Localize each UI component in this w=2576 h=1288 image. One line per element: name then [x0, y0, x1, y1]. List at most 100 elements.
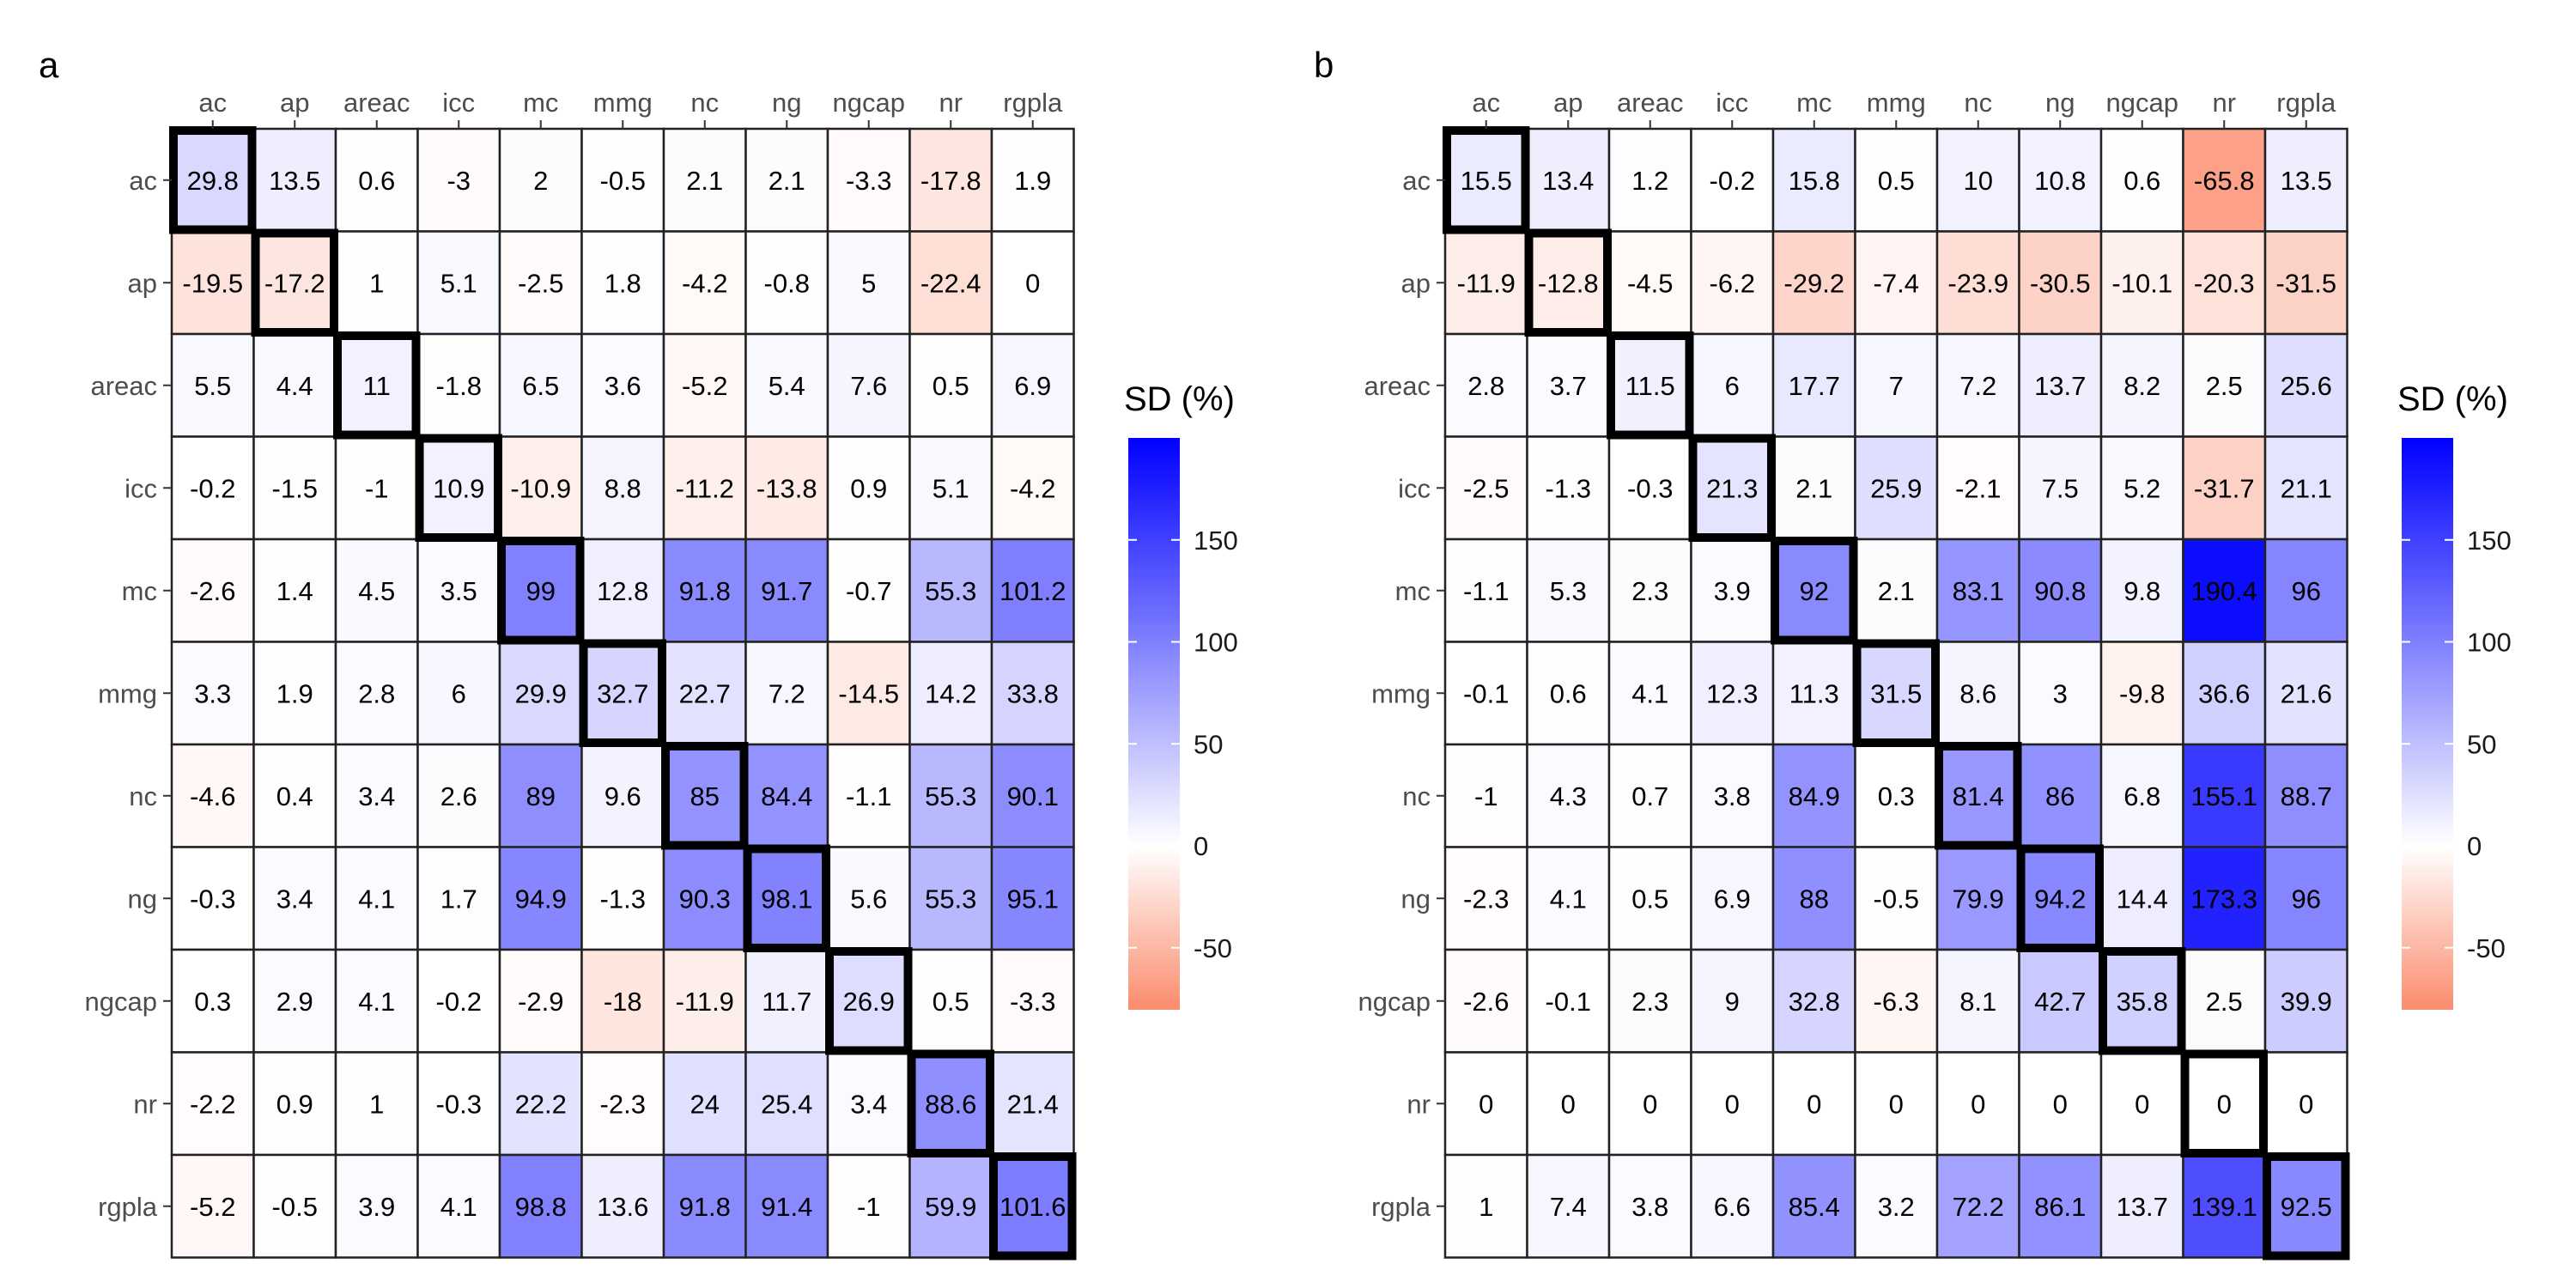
- legend-gradient-band: [2402, 523, 2453, 529]
- heatmap-cell: [1443, 230, 1528, 336]
- legend-gradient-band: [2402, 907, 2453, 912]
- cell-value-label: -5.2: [190, 1192, 235, 1222]
- heatmap-cell: [1607, 435, 1692, 541]
- cell-value-label: 21.6: [2281, 678, 2332, 708]
- cell-value-label: 5: [861, 268, 876, 298]
- heatmap-cell: [662, 538, 747, 643]
- cell-value-label: 0: [1561, 1089, 1576, 1119]
- legend-tick-label: -50: [2467, 933, 2506, 963]
- heatmap-cell: [498, 230, 583, 336]
- legend-gradient-band: [2402, 829, 2453, 835]
- legend-gradient-band: [1128, 756, 1180, 762]
- legend-gradient-band: [2402, 686, 2453, 692]
- heatmap-cell: [744, 230, 829, 336]
- heatmap-cell: [252, 538, 337, 643]
- cell-value-label: -65.8: [2194, 166, 2255, 196]
- cell-value-label: 0: [1889, 1089, 1904, 1119]
- legend-gradient-band: [1128, 963, 1180, 969]
- legend-gradient-band: [1128, 800, 1180, 806]
- cell-value-label: 4.1: [358, 884, 395, 914]
- legend-gradient-band: [2402, 458, 2453, 464]
- cell-value-label: -2.6: [1463, 987, 1509, 1017]
- cell-value-label: 7.5: [2042, 473, 2079, 503]
- legend-gradient-band: [1128, 723, 1180, 729]
- legend-gradient-band: [1128, 719, 1180, 725]
- diagonal-highlight-cell: [1607, 331, 1694, 440]
- legend-gradient-band: [2402, 976, 2453, 981]
- cell-value-label: 4.1: [1631, 678, 1668, 708]
- legend-gradient-band: [1128, 821, 1180, 827]
- cell-value-label: 3.9: [358, 1192, 395, 1222]
- cell-value-label: 3.4: [276, 884, 313, 914]
- legend-gradient-band: [2402, 560, 2453, 566]
- heatmap-cell: [170, 332, 255, 438]
- legend-gradient-band: [2402, 588, 2453, 594]
- cell-value-label: 14.2: [925, 678, 976, 708]
- legend-gradient-band: [2402, 898, 2453, 904]
- cell-value-label: 0.3: [194, 987, 231, 1017]
- row-label: ng: [1401, 884, 1431, 914]
- cell-value-label: 4.1: [1550, 884, 1587, 914]
- legend-gradient-band: [2402, 471, 2453, 476]
- heatmap-cell: [580, 127, 665, 233]
- legend-gradient-band: [2402, 993, 2453, 998]
- heatmap-cell: [744, 127, 829, 233]
- legend-gradient-band: [1128, 487, 1180, 492]
- cell-value-label: -11.2: [676, 473, 734, 503]
- cell-value-label: -11.9: [1457, 268, 1516, 298]
- legend-gradient-band: [2402, 800, 2453, 806]
- legend-gradient-band: [2402, 495, 2453, 501]
- column-label: ngcap: [2106, 88, 2178, 118]
- legend-gradient-band: [2402, 931, 2453, 937]
- legend-gradient-band: [1128, 902, 1180, 908]
- cell-value-label: 22.2: [515, 1089, 567, 1119]
- cell-value-label: 13.7: [2034, 371, 2086, 401]
- cell-value-label: 11.7: [762, 987, 811, 1017]
- legend-gradient-band: [1128, 462, 1180, 468]
- legend-gradient-band: [2402, 813, 2453, 818]
- cell-value-label: 86: [2045, 781, 2075, 811]
- cell-value-label: 96: [2292, 884, 2321, 914]
- heatmap-cell: [1771, 435, 1856, 541]
- legend-gradient-band: [2402, 462, 2453, 468]
- heatmap-cell: [662, 743, 747, 848]
- legend-gradient-band: [2402, 781, 2453, 786]
- legend-gradient-band: [1128, 976, 1180, 981]
- legend-gradient-band: [2402, 797, 2453, 802]
- legend-gradient-band: [1128, 609, 1180, 615]
- cell-value-label: 0: [2135, 1089, 2149, 1119]
- heatmap-panel-a: a29.8 13.5 0.6 -3 2 -0.5 2.1 2.1 -3.3 -17.8 1.9-19…: [39, 45, 1238, 1261]
- column-label: areac: [343, 88, 410, 118]
- legend-gradient-band: [1128, 980, 1180, 986]
- cell-value-label: -1.8: [436, 371, 482, 401]
- legend-gradient-band: [1128, 781, 1180, 786]
- cell-value-label: 5.5: [194, 371, 231, 401]
- legend-gradient-band: [1128, 805, 1180, 811]
- cell-value-label: 3.4: [850, 1089, 887, 1119]
- legend-gradient-band: [1128, 1000, 1180, 1006]
- cell-value-label: -12.8: [1538, 268, 1599, 298]
- diagonal-highlight-cell: [579, 639, 666, 747]
- legend-gradient-band: [2402, 674, 2453, 680]
- legend-gradient-band: [2402, 874, 2453, 879]
- heatmap-cell: [2182, 230, 2267, 336]
- cell-value-label: 98.1: [761, 884, 812, 914]
- legend-gradient-band: [1128, 674, 1180, 680]
- legend-gradient-band: [1128, 588, 1180, 594]
- legend-gradient-band: [2402, 527, 2453, 533]
- legend-tick-label: 100: [1194, 628, 1238, 658]
- heatmap-cell: [1771, 1153, 1856, 1259]
- cell-value-label: 24: [690, 1089, 720, 1119]
- cell-value-label: 8.8: [605, 473, 641, 503]
- legend-gradient-band: [1128, 613, 1180, 618]
- legend-gradient-band: [1128, 727, 1180, 732]
- cell-value-label: 0.9: [276, 1089, 313, 1119]
- cell-value-label: 2.1: [769, 166, 805, 196]
- legend-gradient-band: [2402, 634, 2453, 639]
- legend-gradient-band: [2402, 666, 2453, 671]
- cell-value-label: 0: [1725, 1089, 1740, 1119]
- cell-value-label: 98.8: [515, 1192, 567, 1222]
- heatmap-cell: [334, 538, 419, 643]
- legend-gradient-band: [2402, 968, 2453, 974]
- heatmap-cell: [1771, 948, 1856, 1054]
